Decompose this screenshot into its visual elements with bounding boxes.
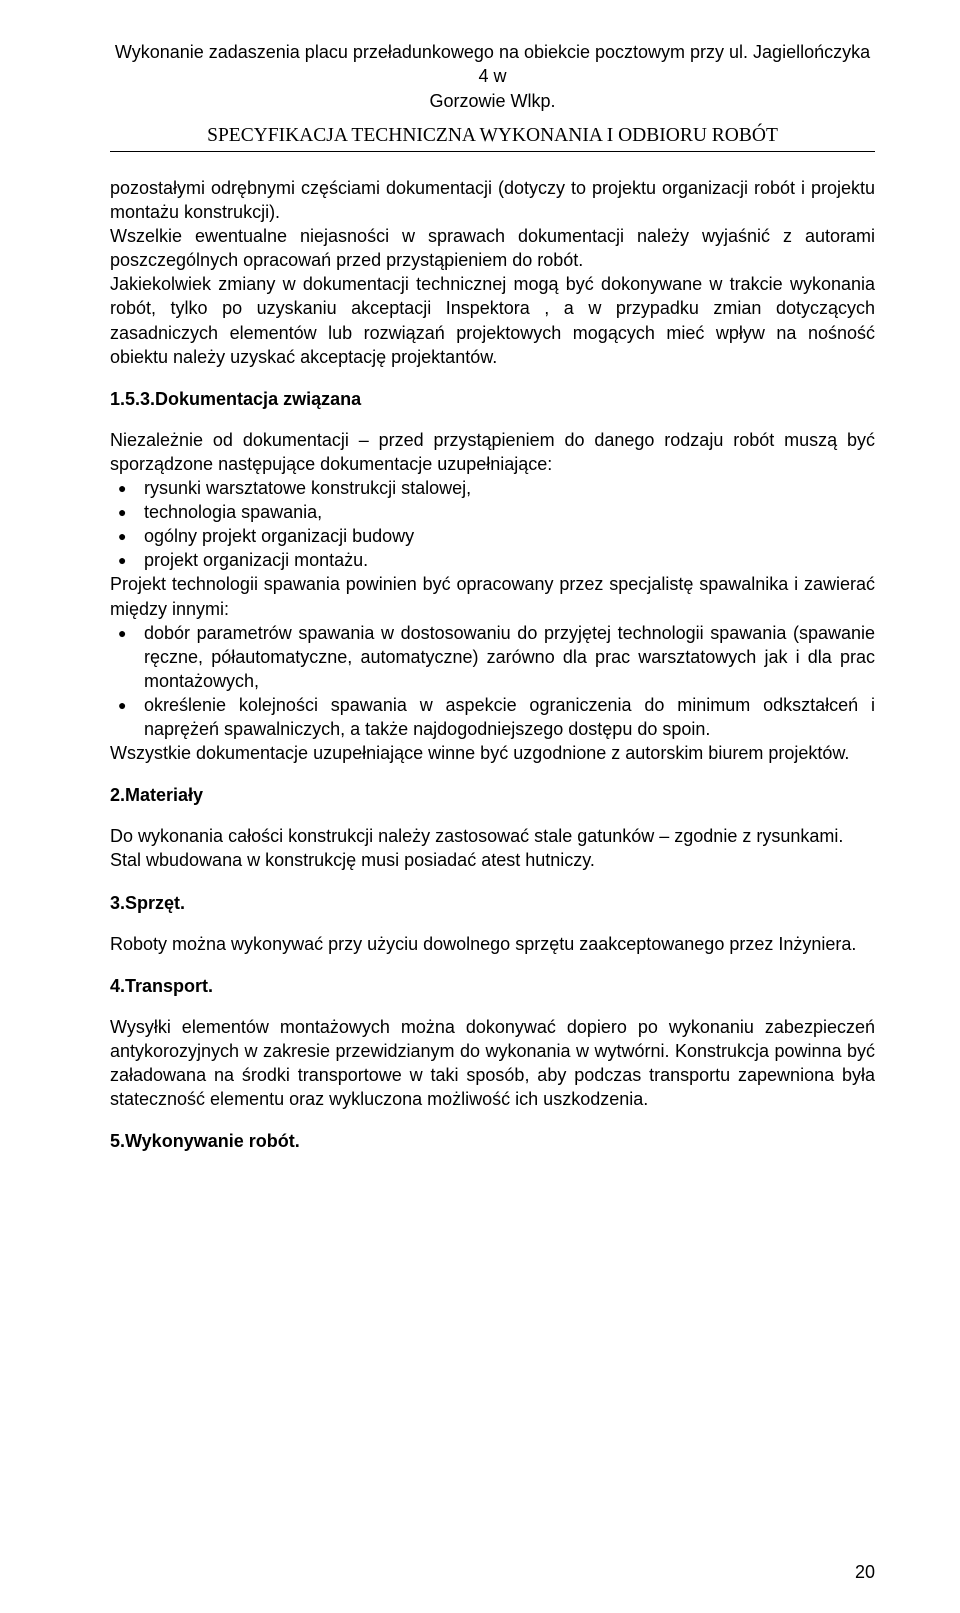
list-item: ogólny projekt organizacji budowy [110, 524, 875, 548]
section-153-body: Niezależnie od dokumentacji – przed przy… [110, 428, 875, 766]
list-item: rysunki warsztatowe konstrukcji stalowej… [110, 476, 875, 500]
header-title: Wykonanie zadaszenia placu przeładunkowe… [110, 40, 875, 113]
section-2-p1: Do wykonania całości konstrukcji należy … [110, 826, 843, 846]
intro-paragraph: pozostałymi odrębnymi częściami dokument… [110, 176, 875, 369]
section-3-body: Roboty można wykonywać przy użyciu dowol… [110, 932, 875, 956]
list-item: technologia spawania, [110, 500, 875, 524]
header-title-line1: Wykonanie zadaszenia placu przeładunkowe… [115, 42, 870, 86]
document-page: Wykonanie zadaszenia placu przeładunkowe… [0, 0, 960, 1613]
section-153-bullets-1: rysunki warsztatowe konstrukcji stalowej… [110, 476, 875, 572]
list-item: dobór parametrów spawania w dostosowaniu… [110, 621, 875, 693]
section-2-heading: 2.Materiały [110, 785, 875, 806]
section-3-heading: 3.Sprzęt. [110, 893, 875, 914]
section-153-tail: Wszystkie dokumentacje uzupełniające win… [110, 741, 875, 765]
intro-p1: pozostałymi odrębnymi częściami dokument… [110, 178, 875, 222]
section-2-p2: Stal wbudowana w konstrukcję musi posiad… [110, 850, 595, 870]
section-5-heading: 5.Wykonywanie robót. [110, 1131, 875, 1152]
section-153-heading: 1.5.3.Dokumentacja związana [110, 389, 875, 410]
section-2-body: Do wykonania całości konstrukcji należy … [110, 824, 875, 872]
list-item: określenie kolejności spawania w aspekci… [110, 693, 875, 741]
page-number: 20 [855, 1562, 875, 1583]
section-4-heading: 4.Transport. [110, 976, 875, 997]
header-title-line2: Gorzowie Wlkp. [429, 91, 555, 111]
intro-p2: Wszelkie ewentualne niejasności w sprawa… [110, 226, 875, 270]
intro-p3: Jakiekolwiek zmiany w dokumentacji techn… [110, 274, 875, 366]
list-item: projekt organizacji montażu. [110, 548, 875, 572]
section-153-lead: Niezależnie od dokumentacji – przed przy… [110, 428, 875, 476]
section-153-mid: Projekt technologii spawania powinien by… [110, 572, 875, 620]
section-4-body: Wysyłki elementów montażowych można doko… [110, 1015, 875, 1111]
section-153-bullets-2: dobór parametrów spawania w dostosowaniu… [110, 621, 875, 742]
header-subtitle: SPECYFIKACJA TECHNICZNA WYKONANIA I ODBI… [110, 125, 875, 147]
header-divider [110, 151, 875, 152]
